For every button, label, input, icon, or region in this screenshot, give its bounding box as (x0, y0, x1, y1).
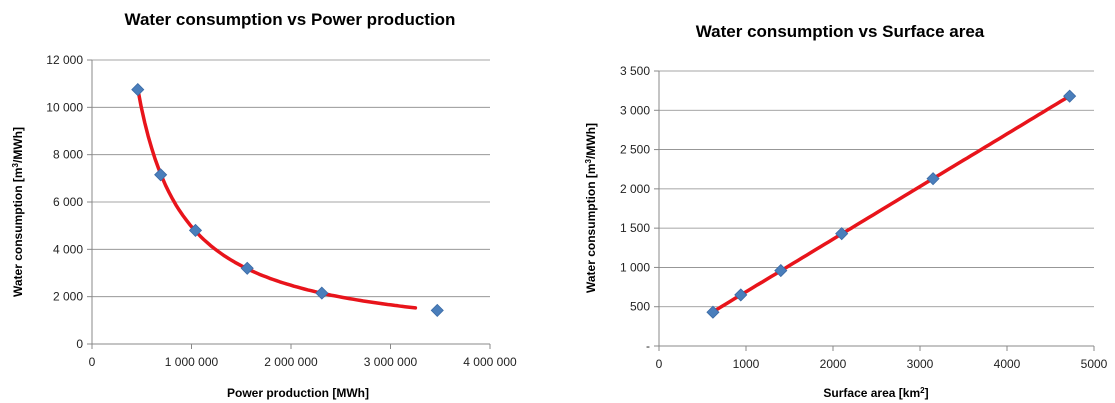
x-axis-label: Surface area [km2] (823, 386, 928, 401)
x-axis-label-end: ] (925, 386, 929, 400)
data-point (154, 168, 168, 182)
trendline (711, 94, 1072, 314)
y-tick-label: 8 000 (53, 148, 83, 162)
y-axis-label-sup: 3 (11, 162, 20, 167)
data-point (706, 305, 720, 319)
y-tick-label: - (646, 339, 650, 353)
data-point (926, 172, 940, 186)
x-tick-label: 3000 (907, 357, 934, 371)
x-tick-label: 2 000 000 (264, 355, 318, 369)
chart-surface-area: Water consumption vs Surface area - 500 1 … (560, 0, 1115, 403)
x-tick-label: 5000 (1081, 357, 1108, 371)
data-point (188, 223, 203, 237)
y-tick-label: 1 500 (620, 221, 650, 235)
y-tick-label: 1 000 (620, 260, 650, 274)
y-axis-label-sup: 3 (584, 158, 593, 163)
x-tick-label: 0 (656, 357, 663, 371)
y-axis-label: Water consumption [m3/MWh] (11, 127, 26, 297)
y-axis-label-end: /MWh] (584, 123, 598, 159)
y-axis-label-main: Water consumption [m (11, 167, 25, 297)
x-tick-label: 3 000 000 (364, 355, 418, 369)
chart-title: Water consumption vs Surface area (696, 22, 985, 41)
chart-power-production: Water consumption vs Power production 0 2… (0, 0, 540, 403)
y-tick-label: 2 000 (620, 182, 650, 196)
data-point (734, 288, 748, 302)
y-tick-label: 3 500 (620, 64, 650, 78)
y-tick-label: 500 (630, 300, 650, 314)
data-point (430, 303, 444, 317)
chart-surface-area-svg: Water consumption vs Surface area - 500 1 … (584, 22, 1108, 401)
x-tick-label: 4 000 000 (463, 355, 517, 369)
data-point (240, 261, 254, 275)
chart-title: Water consumption vs Power production (125, 10, 456, 29)
data-point (774, 264, 788, 278)
x-tick-label: 2000 (820, 357, 847, 371)
x-axis-label-sup: 2 (920, 386, 925, 395)
y-axis-label: Water consumption [m3/MWh] (584, 123, 599, 293)
x-tick-label: 4000 (994, 357, 1021, 371)
y-tick-label: 12 000 (46, 53, 83, 67)
x-tick-label: 1000 (733, 357, 760, 371)
y-tick-label: 6 000 (53, 195, 83, 209)
y-tick-label: 3 000 (620, 103, 650, 117)
y-tick-label: 0 (76, 337, 83, 351)
x-tick-label: 0 (89, 355, 96, 369)
y-tick-label: 4 000 (53, 242, 83, 256)
y-tick-label: 2 500 (620, 143, 650, 157)
x-axis-label: Power production [MWh] (227, 386, 369, 400)
data-point (315, 286, 329, 300)
y-axis-label-main: Water consumption [m (584, 163, 598, 293)
x-tick-label: 1 000 000 (165, 355, 219, 369)
trendline (136, 87, 418, 310)
data-point (1063, 89, 1077, 103)
y-tick-label: 10 000 (46, 100, 83, 114)
data-point (131, 83, 145, 97)
y-tick-label: 2 000 (53, 290, 83, 304)
chart-power-production-svg: Water consumption vs Power production 0 2… (11, 10, 518, 400)
y-axis-label-end: /MWh] (11, 127, 25, 163)
x-axis-label-main: Surface area [km (823, 386, 920, 400)
data-point (835, 227, 849, 241)
